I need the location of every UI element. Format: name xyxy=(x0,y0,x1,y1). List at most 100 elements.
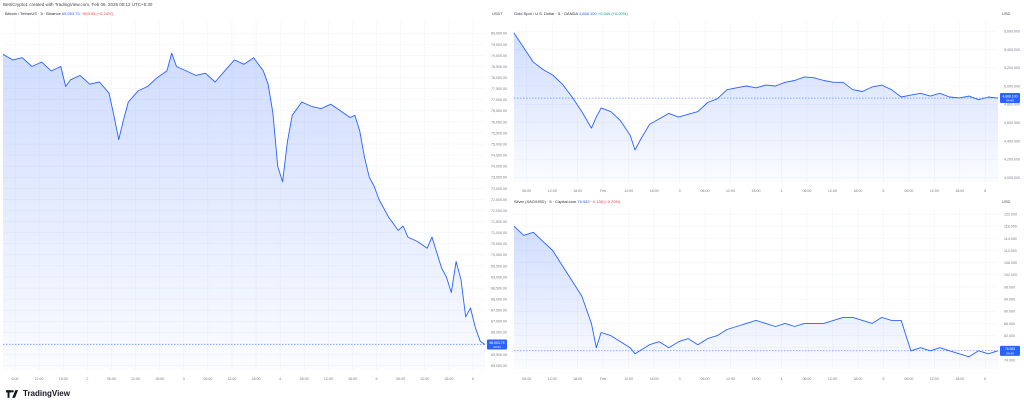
x-tick-label: Feb xyxy=(600,189,606,193)
x-tick-label: 6 xyxy=(472,377,474,381)
y-tick-label: 73,500.00 xyxy=(491,176,507,180)
x-tick-label: 18:00 xyxy=(155,377,164,381)
y-tick-label: 4,000.000 xyxy=(1004,176,1020,180)
footer-brand[interactable]: TradingView xyxy=(23,389,70,398)
x-tick-label: 06:00 xyxy=(300,377,309,381)
y-tick-label: 82.000 xyxy=(1004,334,1015,338)
y-tick-label: 4,400.000 xyxy=(1004,139,1020,143)
price-tag-value: 4,868.100 xyxy=(1002,94,1017,98)
y-tick-label: 74,500.00 xyxy=(491,154,507,158)
legend-change: −0.155 (−0.20%) xyxy=(590,199,621,204)
x-tick-label: 18:00 xyxy=(650,189,659,193)
y-tick-label: 75,500.00 xyxy=(491,131,507,135)
x-tick-label: 12:00 xyxy=(726,189,735,193)
x-tick-label: 06:00 xyxy=(802,377,811,381)
y-tick-label: 86.000 xyxy=(1004,322,1015,326)
y-tick-label: 72,000.00 xyxy=(491,209,507,213)
legend-name: Bitcoin / TetherUS · 5 · Binance xyxy=(5,11,61,16)
y-tick-label: 4,800.000 xyxy=(1004,103,1020,107)
series-area xyxy=(514,226,998,369)
x-tick-label: 12:00 xyxy=(227,377,236,381)
axis-currency: USD xyxy=(1002,11,1011,16)
chart-gold[interactable]: Gold Spot / U.S. Dollar · 5 · OANDA 4,86… xyxy=(512,0,1024,196)
x-tick-label: 4 xyxy=(780,377,782,381)
y-tick-label: 5,400.000 xyxy=(1004,48,1020,52)
y-tick-label: 118.000 xyxy=(1004,225,1017,229)
series-line xyxy=(513,32,999,151)
x-tick-label: 06:00 xyxy=(522,189,531,193)
x-tick-label: 3 xyxy=(679,189,681,193)
x-tick-label: 6:00 xyxy=(12,377,19,381)
x-tick-label: 5 xyxy=(376,377,378,381)
legend-value: 65,953.75 xyxy=(61,11,80,16)
x-tick-label: 12:00 xyxy=(131,377,140,381)
x-tick-label: 18:00 xyxy=(955,377,964,381)
price-tag xyxy=(1000,93,1020,104)
x-tick-label: 06:00 xyxy=(904,189,913,193)
series-area xyxy=(3,53,485,370)
x-tick-label: Feb xyxy=(600,377,606,381)
y-tick-label: 4,600.000 xyxy=(1004,121,1020,125)
y-tick-label: 71,000.00 xyxy=(491,231,507,235)
y-tick-label: 79,500.00 xyxy=(491,43,507,47)
y-tick-label: 5,000.000 xyxy=(1004,84,1020,88)
series-line xyxy=(2,52,486,345)
x-tick-label: 18:00 xyxy=(752,189,761,193)
chart-bitcoin[interactable]: Bitcoin / TetherUS · 5 · Binance 65,953.… xyxy=(0,0,510,385)
x-tick-label: 18:00 xyxy=(252,377,261,381)
y-tick-label: 106.000 xyxy=(1004,261,1017,265)
y-tick-label: 69,500.00 xyxy=(491,264,507,268)
footer: TradingView xyxy=(6,389,70,398)
price-tag-countdown: 04:45 xyxy=(1006,99,1014,103)
x-tick-label: 12:00 xyxy=(324,377,333,381)
legend-value: 4,868.100 xyxy=(578,11,597,16)
x-tick-label: 12:00 xyxy=(548,189,557,193)
plot-bitcoin[interactable]: 80,000.00 79,500.00 79,000.00 78,500.00 78,0… xyxy=(0,0,510,385)
legend-bitcoin: Bitcoin / TetherUS · 5 · Binance 65,953.… xyxy=(5,11,113,16)
y-tick-label: 122.000 xyxy=(1004,212,1017,216)
x-tick-label: 18:00 xyxy=(650,377,659,381)
y-tick-label: 80,000.00 xyxy=(491,32,507,36)
x-tick-label: 12:00 xyxy=(420,377,429,381)
price-tag-countdown: 03:21 xyxy=(493,345,501,349)
x-tick-label: 18:00 xyxy=(752,377,761,381)
y-tick-label: 73,000.00 xyxy=(491,187,507,191)
x-tick-label: 12:00 xyxy=(548,377,557,381)
y-tick-label: 90.000 xyxy=(1004,310,1015,314)
y-tick-label: 70,000.00 xyxy=(491,253,507,257)
y-tick-label: 5,600.000 xyxy=(1004,30,1020,34)
x-tick-label: 12:00 xyxy=(624,189,633,193)
legend-change: −553.54 (−0.24%) xyxy=(80,11,113,16)
x-tick-label: 06:00 xyxy=(701,189,710,193)
axis-currency: USDT xyxy=(492,11,503,16)
series-area xyxy=(514,33,998,182)
x-tick-label: 18:00 xyxy=(853,189,862,193)
y-tick-label: 78,000.00 xyxy=(491,76,507,80)
y-tick-label: 98.000 xyxy=(1004,285,1015,289)
x-tick-label: 06:00 xyxy=(203,377,212,381)
y-tick-label: 68,000.00 xyxy=(491,298,507,302)
y-tick-label: 77,500.00 xyxy=(491,87,507,91)
x-tick-label: 18:00 xyxy=(573,377,582,381)
y-tick-label: 76,000.00 xyxy=(491,120,507,124)
price-tag xyxy=(487,339,507,350)
price-tag-value: 65,953.75 xyxy=(489,341,504,345)
x-tick-label: 18:00 xyxy=(444,377,453,381)
x-tick-label: 18:00 xyxy=(348,377,357,381)
x-tick-label: 12:00 xyxy=(828,189,837,193)
y-tick-label: 114.000 xyxy=(1004,237,1017,241)
x-tick-label: 5 xyxy=(882,377,884,381)
plot-silver[interactable]: 122.000 118.000 114.000 110.000 106.000 102.0… xyxy=(512,196,1024,385)
legend-value: 76.983 xyxy=(577,199,590,204)
x-tick-label: 4 xyxy=(780,189,782,193)
plot-gold[interactable]: 5,600.000 5,400.000 5,200.000 5,000.000 4,80… xyxy=(512,0,1024,196)
y-tick-label: 67,500.00 xyxy=(491,309,507,313)
x-tick-label: 3 xyxy=(183,377,185,381)
y-tick-label: 74.000 xyxy=(1004,358,1015,362)
legend-silver: Silver (XAG/USD) · 5 · Capital.com 76.98… xyxy=(514,199,621,204)
tradingview-logo-icon[interactable] xyxy=(6,389,20,398)
price-tag-countdown: 04:45 xyxy=(1006,351,1014,355)
axis-currency: USD xyxy=(1002,199,1011,204)
x-tick-label: 6 xyxy=(984,377,986,381)
chart-silver[interactable]: Silver (XAG/USD) · 5 · Capital.com 76.98… xyxy=(512,196,1024,385)
